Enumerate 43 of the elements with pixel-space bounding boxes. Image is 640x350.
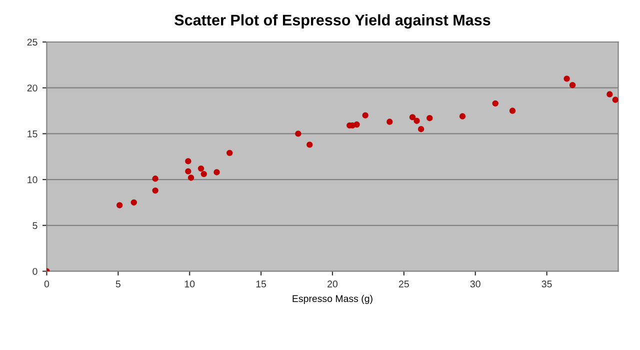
point — [188, 174, 194, 181]
x-axis-title: Espresso Mass (g) — [292, 294, 372, 304]
x-tick-label: 20 — [328, 280, 338, 288]
point — [200, 170, 207, 178]
point — [386, 118, 393, 125]
point — [362, 112, 368, 118]
point — [116, 202, 123, 208]
point — [426, 115, 433, 122]
point — [612, 96, 618, 103]
point — [152, 176, 158, 182]
x-tick-label: 25 — [399, 280, 409, 288]
point — [459, 113, 466, 120]
x-tick-label: 15 — [256, 280, 266, 288]
point — [295, 130, 302, 137]
chart-title: Scatter Plot of Espresso Yield against Mass — [174, 14, 490, 29]
y-tick-label: 10 — [28, 176, 38, 184]
x-tick-label: 5 — [116, 280, 120, 288]
y-tick-label: 25 — [27, 38, 38, 46]
point — [198, 165, 204, 172]
point — [569, 82, 576, 88]
point — [185, 158, 192, 164]
point — [492, 100, 498, 107]
y-tick-label: 20 — [27, 84, 38, 92]
point — [409, 114, 416, 120]
point — [418, 126, 424, 132]
point — [606, 91, 613, 98]
y-tick-label: 5 — [32, 222, 38, 230]
y-tick-label: 0 — [32, 268, 38, 275]
y-tick-label: 15 — [28, 130, 38, 138]
x-tick-label: 0 — [44, 280, 50, 288]
point — [509, 108, 516, 114]
point — [130, 199, 137, 206]
point — [306, 142, 313, 148]
point — [564, 76, 570, 82]
x-tick-label: 10 — [184, 280, 195, 288]
point — [185, 168, 192, 174]
point — [354, 121, 360, 128]
point — [414, 118, 420, 124]
x-tick-label: 35 — [542, 280, 552, 288]
x-tick-label: 30 — [470, 280, 480, 288]
point — [214, 169, 220, 176]
point — [152, 187, 158, 194]
point — [226, 150, 233, 156]
